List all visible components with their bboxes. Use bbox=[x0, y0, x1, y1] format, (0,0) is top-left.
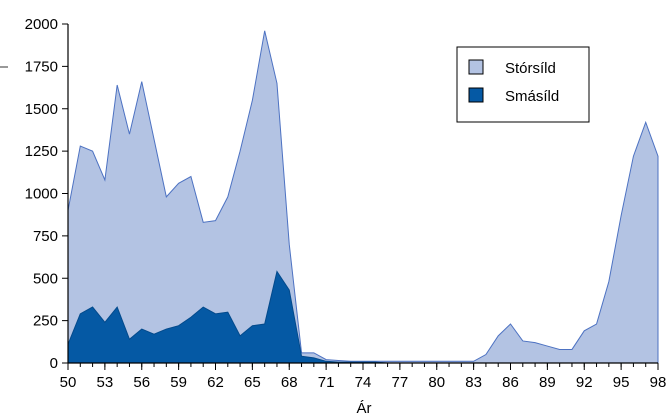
legend-swatch-storsild bbox=[468, 59, 484, 75]
legend: Stórsíld Smásíld bbox=[456, 46, 590, 123]
x-tick-label: 92 bbox=[576, 374, 593, 391]
x-tick-label: 71 bbox=[318, 374, 335, 391]
x-axis-title: Ár bbox=[357, 400, 372, 417]
legend-label-storsild: Stórsíld bbox=[505, 60, 556, 77]
series-area-storsild bbox=[67, 30, 659, 364]
x-tick-label: 86 bbox=[502, 374, 519, 391]
y-axis-ticks: 0 250 500 750 1000 1250 1500 1750 2000 bbox=[25, 16, 68, 372]
legend-label-smasild: Smásíld bbox=[505, 88, 559, 105]
y-tick-label: 1250 bbox=[25, 143, 58, 160]
x-tick-label: 59 bbox=[170, 374, 187, 391]
legend-swatch-smasild bbox=[468, 87, 484, 103]
x-tick-label: 65 bbox=[244, 374, 261, 391]
x-axis-ticks: 50 53 56 59 62 65 68 71 74 77 80 83 86 89 92 95 98 bbox=[60, 363, 667, 391]
x-tick-label: 53 bbox=[97, 374, 114, 391]
x-tick-label: 98 bbox=[650, 374, 667, 391]
x-tick-label: 68 bbox=[281, 374, 298, 391]
x-tick-label: 77 bbox=[392, 374, 409, 391]
y-tick-label: 1500 bbox=[25, 101, 58, 118]
y-tick-label: 750 bbox=[33, 228, 58, 245]
x-tick-label: 56 bbox=[133, 374, 150, 391]
y-tick-label: 1000 bbox=[25, 186, 58, 203]
y-tick-label: 1750 bbox=[25, 58, 58, 75]
x-tick-label: 62 bbox=[207, 374, 224, 391]
y-tick-label: 2000 bbox=[25, 16, 58, 33]
y-tick-label: 250 bbox=[33, 313, 58, 330]
y-tick-label: 500 bbox=[33, 270, 58, 287]
x-tick-label: 74 bbox=[355, 374, 372, 391]
x-tick-label: 80 bbox=[428, 374, 445, 391]
y-tick-label: 0 bbox=[50, 355, 58, 372]
x-tick-label: 89 bbox=[539, 374, 556, 391]
x-tick-label: 50 bbox=[60, 374, 77, 391]
x-tick-label: 95 bbox=[613, 374, 630, 391]
legend-box bbox=[456, 46, 590, 123]
x-tick-label: 83 bbox=[465, 374, 482, 391]
